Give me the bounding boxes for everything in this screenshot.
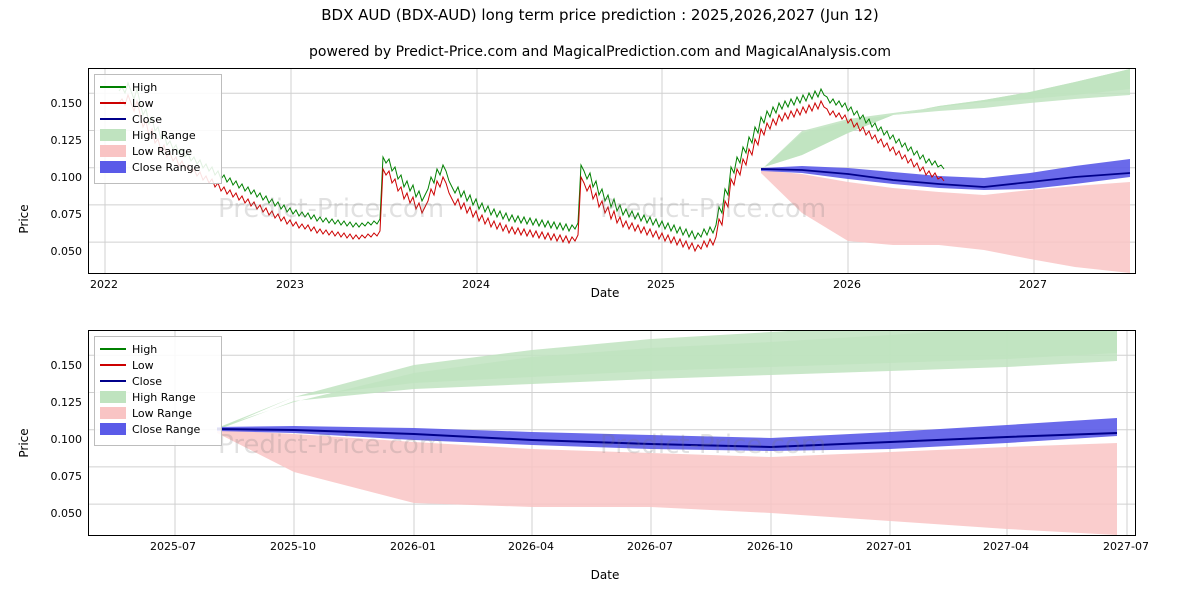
bottom-plot-area (88, 330, 1136, 536)
legend-label-low-range: Low Range (132, 406, 193, 420)
top-close-range-band (761, 159, 1130, 190)
bottom-xtick-2: 2026-01 (390, 540, 436, 553)
bottom-xtick-4: 2026-07 (627, 540, 673, 553)
top-ytick-1: 0.075 (50, 208, 83, 221)
legend-label-low-range: Low Range (132, 144, 193, 158)
bottom-plot-svg (89, 331, 1135, 535)
top-xtick-0: 2022 (90, 278, 118, 291)
legend-item-low-range: Low Range (100, 405, 215, 421)
top-xtick-4: 2026 (833, 278, 861, 291)
bottom-xtick-1: 2025-10 (270, 540, 316, 553)
bottom-ytick-4: 0.150 (50, 359, 83, 372)
legend-label-close: Close (132, 374, 162, 388)
bottom-x-axis-label: Date (590, 568, 620, 582)
bottom-low-range-band (217, 430, 1117, 535)
bottom-high-range-fill (217, 331, 1117, 430)
legend-item-close: Close (100, 111, 215, 127)
legend-item-low-range: Low Range (100, 143, 215, 159)
bottom-xtick-6: 2027-01 (866, 540, 912, 553)
legend-label-low: Low (132, 96, 154, 110)
legend-item-close-range: Close Range (100, 421, 215, 437)
bottom-chart-panel: Price Date (0, 326, 1200, 596)
bottom-xtick-3: 2026-04 (508, 540, 554, 553)
top-high-series (118, 81, 945, 241)
top-chart-panel: Price Date (0, 64, 1200, 366)
bottom-xtick-8: 2027-07 (1103, 540, 1149, 553)
top-low-range-band (761, 170, 1130, 273)
top-xtick-3: 2025 (647, 278, 675, 291)
legend-label-high: High (132, 80, 158, 94)
bottom-xtick-0: 2025-07 (150, 540, 196, 553)
bottom-ytick-3: 0.125 (50, 396, 83, 409)
legend-label-high-range: High Range (132, 128, 196, 142)
bottom-xtick-7: 2027-04 (983, 540, 1029, 553)
bottom-ytick-0: 0.050 (50, 507, 83, 520)
top-xtick-5: 2027 (1019, 278, 1047, 291)
legend-label-high: High (132, 342, 158, 356)
top-low-series (118, 93, 945, 253)
page-title: BDX AUD (BDX-AUD) long term price predic… (321, 6, 879, 24)
legend-item-close: Close (100, 373, 215, 389)
bottom-ytick-1: 0.075 (50, 470, 83, 483)
legend-item-close-range: Close Range (100, 159, 215, 175)
top-xtick-2: 2024 (462, 278, 490, 291)
top-close-line (760, 168, 1131, 188)
legend-label-low: Low (132, 358, 154, 372)
legend-label-close-range: Close Range (132, 422, 201, 436)
top-ytick-4: 0.150 (50, 97, 83, 110)
bottom-close-line (216, 428, 1118, 449)
legend-item-high: High (100, 341, 215, 357)
bottom-legend: High Low Close High Range Low Range Clos… (94, 336, 222, 446)
legend-label-high-range: High Range (132, 390, 196, 404)
top-ytick-0: 0.050 (50, 245, 83, 258)
top-xtick-1: 2023 (276, 278, 304, 291)
legend-item-high-range: High Range (100, 127, 215, 143)
top-x-axis-label: Date (590, 286, 620, 300)
top-plot-svg (89, 69, 1135, 273)
legend-label-close: Close (132, 112, 162, 126)
legend-item-low: Low (100, 95, 215, 111)
top-high-range-fill (761, 69, 1130, 170)
top-legend: High Low Close High Range Low Range Clos… (94, 74, 222, 184)
legend-item-high-range: High Range (100, 389, 215, 405)
bottom-ytick-2: 0.100 (50, 433, 83, 446)
legend-item-high: High (100, 79, 215, 95)
bottom-xtick-5: 2026-10 (747, 540, 793, 553)
legend-label-close-range: Close Range (132, 160, 201, 174)
page-subtitle: powered by Predict-Price.com and Magical… (309, 44, 891, 60)
legend-item-low: Low (100, 357, 215, 373)
top-ytick-2: 0.100 (50, 171, 83, 184)
top-plot-area (88, 68, 1136, 274)
top-ytick-3: 0.125 (50, 134, 83, 147)
